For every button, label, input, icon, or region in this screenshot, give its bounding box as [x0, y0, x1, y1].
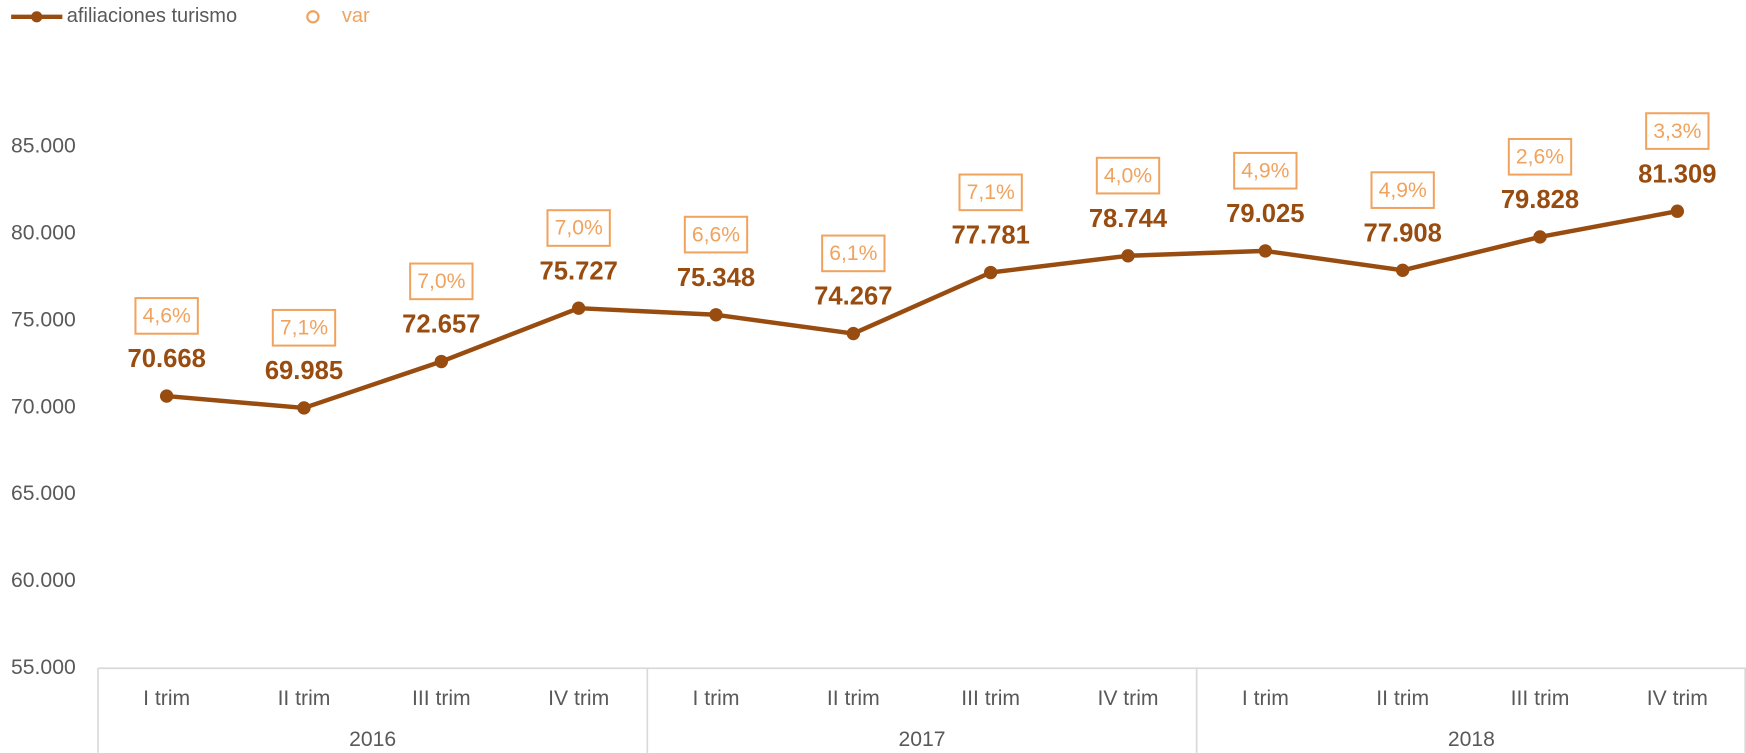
value-label: 79.828: [1501, 186, 1579, 214]
var-label: 4,0%: [1104, 164, 1152, 187]
var-label-box: [821, 234, 886, 273]
y-tick-label: 85.000: [11, 135, 76, 158]
var-label-box: [1370, 171, 1435, 209]
data-point: [159, 389, 174, 403]
var-label-box: [683, 215, 749, 254]
value-label: 77.781: [951, 222, 1029, 250]
value-label: 74.267: [814, 283, 892, 311]
y-tick-label: 65.000: [11, 482, 76, 505]
var-label-box: [134, 297, 199, 335]
x-tick-label: I trim: [693, 687, 740, 710]
x-tick-label: IV trim: [548, 687, 609, 710]
var-label: 4,6%: [143, 305, 191, 328]
var-label: 7,0%: [555, 217, 603, 240]
var-label-box: [1645, 112, 1710, 150]
x-tick-label: II trim: [278, 687, 331, 710]
data-point: [1121, 249, 1135, 263]
y-tick-label: 60.000: [11, 569, 76, 592]
x-tick-label: IV trim: [1097, 687, 1158, 710]
x-tick-label: I trim: [1242, 687, 1289, 710]
var-label-box: [1233, 151, 1298, 190]
var-label: 4,9%: [1379, 179, 1427, 202]
var-label: 7,1%: [280, 316, 328, 339]
data-point: [709, 308, 723, 322]
var-label: 6,6%: [692, 223, 740, 246]
group-label: 2017: [898, 728, 945, 751]
value-label: 78.744: [1089, 205, 1168, 233]
x-tick-label: III trim: [1511, 687, 1570, 710]
var-label-box: [958, 173, 1023, 212]
legend-marker: [31, 11, 43, 23]
value-label: 75.727: [539, 257, 617, 285]
value-label: 70.668: [127, 345, 205, 373]
value-label: 77.908: [1363, 219, 1441, 247]
x-tick-label: I trim: [143, 687, 190, 710]
y-tick-label: 75.000: [11, 308, 76, 331]
group-label: 2018: [1448, 728, 1495, 751]
var-label-box: [546, 209, 611, 247]
var-label: 3,3%: [1653, 120, 1701, 143]
value-label: 72.657: [402, 311, 480, 339]
x-tick-label: II trim: [827, 687, 880, 710]
var-label: 7,1%: [967, 181, 1015, 204]
value-label: 81.309: [1638, 160, 1716, 188]
x-tick-label: IV trim: [1647, 687, 1708, 710]
y-tick-label: 80.000: [11, 222, 76, 245]
data-point: [1258, 244, 1273, 258]
var-label-box: [271, 308, 337, 347]
x-tick-label: II trim: [1376, 687, 1429, 710]
legend-label: var: [342, 5, 370, 27]
legend-label: afiliaciones turismo: [67, 5, 237, 27]
value-label: 69.985: [265, 357, 343, 385]
data-point: [1533, 230, 1547, 244]
var-label: 4,9%: [1241, 159, 1289, 182]
x-tick-label: III trim: [961, 687, 1020, 710]
data-point: [1670, 204, 1685, 218]
data-point: [983, 265, 998, 280]
data-point: [297, 401, 311, 415]
y-tick-label: 70.000: [11, 395, 76, 418]
group-label: 2016: [349, 728, 396, 751]
data-point: [846, 326, 861, 341]
var-label-box: [1095, 156, 1161, 195]
data-point: [434, 354, 449, 369]
var-label-box: [1507, 137, 1573, 176]
x-tick-label: III trim: [412, 687, 471, 710]
data-point: [571, 301, 586, 315]
value-label: 79.025: [1226, 200, 1304, 228]
var-label: 2,6%: [1516, 145, 1564, 168]
var-label: 6,1%: [829, 242, 877, 265]
legend-marker: [306, 10, 320, 24]
series-line: [166, 209, 1678, 411]
value-label: 75.348: [677, 264, 755, 292]
var-label: 7,0%: [417, 270, 465, 293]
data-point: [1395, 263, 1410, 277]
var-label-box: [409, 262, 474, 301]
y-tick-label: 55.000: [11, 656, 76, 679]
